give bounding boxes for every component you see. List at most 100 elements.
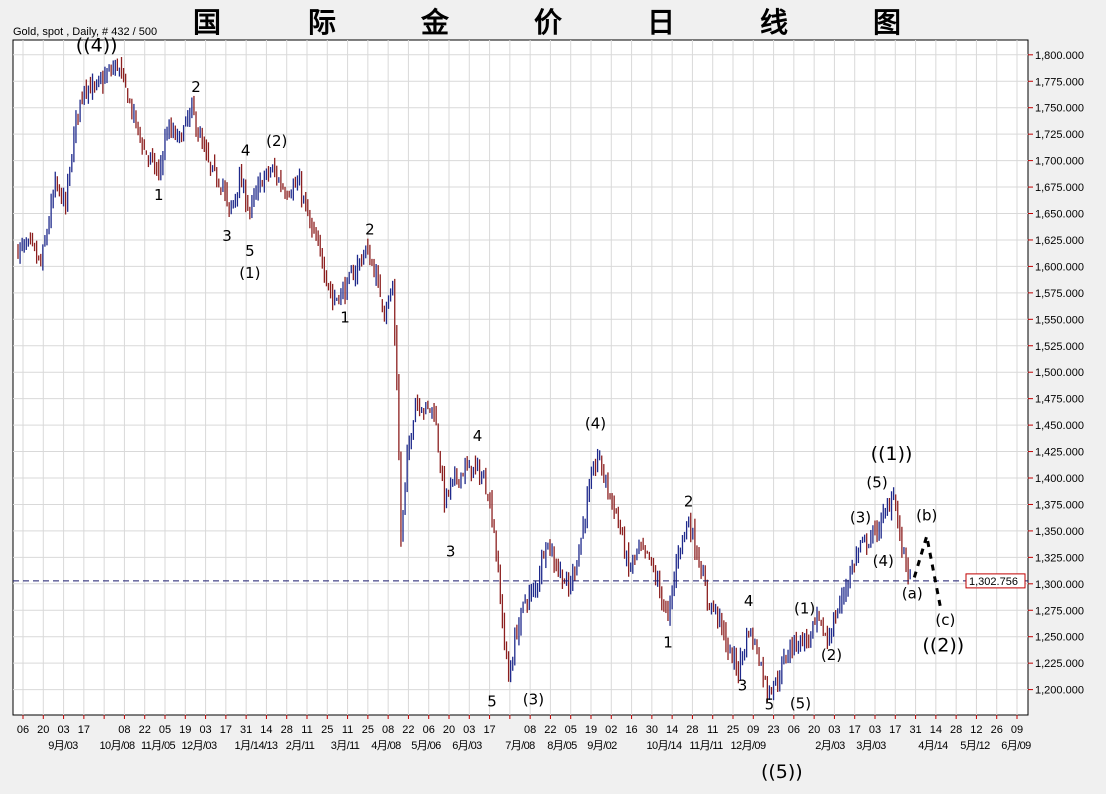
x-tick-label: 06 <box>788 724 800 736</box>
chart-subtitle: Gold, spot , Daily, # 432 / 500 <box>13 26 157 38</box>
x-tick-label: 03 <box>199 724 211 736</box>
x-tick-label: 16 <box>625 724 637 736</box>
y-tick-label: 1,800.000 <box>1035 50 1084 62</box>
x-tick-label: 22 <box>139 724 151 736</box>
wave-label: 3 <box>222 227 232 245</box>
wave-label: (5) <box>790 695 811 713</box>
wave-label: 2 <box>191 78 201 96</box>
y-tick-label: 1,675.000 <box>1035 182 1084 194</box>
x-month-label: 10月/14 <box>647 740 682 752</box>
x-month-label: 12月/09 <box>731 740 766 752</box>
y-tick-label: 1,450.000 <box>1035 420 1084 432</box>
x-tick-label: 03 <box>57 724 69 736</box>
x-tick-label: 19 <box>179 724 191 736</box>
current-price-label: 1,302.756 <box>969 576 1018 588</box>
wave-label: ((1)) <box>871 443 913 465</box>
x-month-label: 8月/05 <box>547 740 577 752</box>
wave-label: ((4)) <box>76 35 118 57</box>
x-tick-label: 22 <box>544 724 556 736</box>
x-tick-label: 28 <box>950 724 962 736</box>
wave-label: 5 <box>245 242 255 260</box>
x-tick-label: 17 <box>78 724 90 736</box>
x-tick-label: 28 <box>686 724 698 736</box>
wave-label: 4 <box>744 592 754 610</box>
wave-label: (c) <box>935 611 955 629</box>
x-month-label: 6月/09 <box>1001 740 1031 752</box>
wave-label: 1 <box>154 186 164 204</box>
title-char: 线 <box>760 6 788 39</box>
wave-label: 3 <box>446 542 456 560</box>
plot-area <box>12 39 1029 716</box>
y-axis: 1,200.000 1,225.000 1,250.000 1,275.000 1,30… <box>1028 50 1084 697</box>
x-month-label: 2月/11 <box>286 740 315 752</box>
x-month-label: 2月/03 <box>815 740 845 752</box>
wave-label: 4 <box>473 427 483 445</box>
x-month-label: 3月/03 <box>856 740 886 752</box>
y-tick-label: 1,725.000 <box>1035 129 1084 141</box>
x-tick-label: 11 <box>707 724 718 736</box>
wave-label: (5) <box>866 474 887 492</box>
x-tick-label: 05 <box>159 724 171 736</box>
wave-label: (1) <box>239 264 260 282</box>
x-tick-label: 06 <box>17 724 29 736</box>
x-tick-label: 31 <box>909 724 921 736</box>
wave-label: (2) <box>266 132 287 150</box>
wave-label: ((5)) <box>761 761 803 783</box>
grid <box>13 40 1028 715</box>
title-char: 日 <box>647 6 675 39</box>
x-month-label: 11月/11 <box>689 740 723 752</box>
x-tick-label: 02 <box>605 724 617 736</box>
x-tick-label: 12 <box>970 724 982 736</box>
title-char: 价 <box>534 6 563 39</box>
y-tick-label: 1,250.000 <box>1035 632 1084 644</box>
title-char: 金 <box>420 6 450 39</box>
wave-label: 1 <box>663 633 673 651</box>
wave-label: (3) <box>850 508 871 526</box>
x-tick-label: 25 <box>321 724 333 736</box>
y-tick-label: 1,575.000 <box>1035 288 1084 300</box>
wave-label: 2 <box>684 493 694 511</box>
x-tick-label: 20 <box>808 724 820 736</box>
x-tick-label: 31 <box>240 724 252 736</box>
wave-label: (b) <box>916 506 937 524</box>
projection-path <box>912 535 943 612</box>
x-tick-label: 03 <box>463 724 475 736</box>
wave-label: 5 <box>487 693 497 711</box>
y-tick-label: 1,475.000 <box>1035 394 1084 406</box>
x-tick-label: 14 <box>666 724 678 736</box>
wave-label: (4) <box>873 552 894 570</box>
x-tick-label: 03 <box>869 724 881 736</box>
y-tick-label: 1,500.000 <box>1035 367 1084 379</box>
wave-label: (a) <box>902 585 923 603</box>
y-tick-label: 1,275.000 <box>1035 605 1084 617</box>
y-tick-label: 1,775.000 <box>1035 76 1084 88</box>
x-month-label: 9月/02 <box>587 740 617 752</box>
x-tick-label: 09 <box>1011 724 1023 736</box>
title-char: 际 <box>308 6 336 39</box>
title-char: 国 <box>193 6 221 39</box>
x-month-label: 1月/14/13 <box>235 740 278 752</box>
x-month-label: 4月/08 <box>371 740 401 752</box>
x-tick-label: 14 <box>260 724 272 736</box>
y-tick-label: 1,625.000 <box>1035 235 1084 247</box>
y-tick-label: 1,700.000 <box>1035 156 1084 168</box>
x-tick-label: 11 <box>342 724 353 736</box>
x-month-label: 10月/08 <box>100 740 135 752</box>
current-price-box <box>965 573 1026 589</box>
y-tick-label: 1,225.000 <box>1035 658 1084 670</box>
y-tick-label: 1,300.000 <box>1035 579 1084 591</box>
x-tick-label: 26 <box>991 724 1003 736</box>
x-tick-label: 08 <box>382 724 394 736</box>
x-tick-label: 19 <box>585 724 597 736</box>
x-tick-label: 23 <box>767 724 779 736</box>
x-tick-label: 28 <box>281 724 293 736</box>
wave-label: (1) <box>794 599 815 617</box>
x-tick-label: 20 <box>37 724 49 736</box>
x-tick-label: 17 <box>889 724 901 736</box>
x-tick-label: 08 <box>118 724 130 736</box>
chart-title: 国际金价日线图 <box>193 6 901 39</box>
y-tick-label: 1,525.000 <box>1035 341 1084 353</box>
wave-label: 2 <box>365 221 375 239</box>
x-month-label: 5月/06 <box>411 740 441 752</box>
